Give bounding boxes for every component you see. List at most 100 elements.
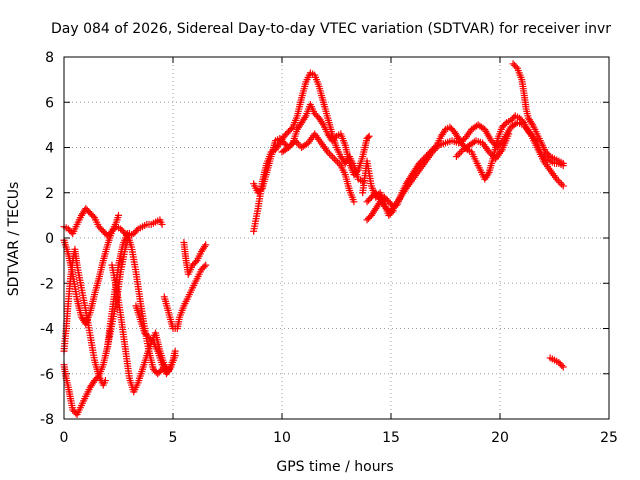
data-point-marker <box>433 143 441 151</box>
y-tick-label: -6 <box>40 367 54 383</box>
axis-ticks: 0 5 10 15 20 25 -8 -6 -4 -2 0 2 4 6 8 <box>40 50 618 446</box>
series-trace-f <box>104 229 170 378</box>
data-point-marker <box>327 151 335 159</box>
data-point-marker <box>353 168 361 176</box>
data-point-marker <box>401 186 409 194</box>
x-tick-label: 10 <box>273 430 291 446</box>
data-point-marker <box>559 363 567 371</box>
data-point-marker <box>192 258 200 266</box>
data-point-marker <box>334 158 342 166</box>
data-point-marker <box>332 157 340 165</box>
data-point-marker <box>120 228 128 236</box>
data-point-marker <box>501 120 509 128</box>
data-point-marker <box>202 261 210 269</box>
x-tick-label: 25 <box>600 430 618 446</box>
data-point-marker <box>329 153 337 161</box>
data-point-marker <box>488 151 496 159</box>
data-point-marker <box>286 142 294 150</box>
data-point-marker <box>452 153 460 161</box>
data-point-marker <box>331 134 339 142</box>
data-point-marker <box>325 150 333 158</box>
data-point-marker <box>454 151 462 159</box>
data-point-marker <box>559 159 567 167</box>
data-point-marker <box>166 365 174 373</box>
data-point-marker <box>512 63 520 71</box>
data-point-marker <box>545 151 553 159</box>
data-point-marker <box>505 130 513 138</box>
y-tick-label: 6 <box>45 95 54 111</box>
data-point-marker <box>484 170 492 178</box>
series-trace-l <box>278 130 358 206</box>
data-point-marker <box>158 220 166 228</box>
data-point-marker <box>428 148 436 156</box>
data-point-marker <box>364 133 372 141</box>
data-point-marker <box>487 137 495 145</box>
data-point-marker <box>558 180 566 188</box>
data-point-marker <box>430 146 438 154</box>
data-point-marker <box>101 377 109 385</box>
y-tick-label: 2 <box>45 186 54 202</box>
data-point-marker <box>202 241 210 249</box>
data-point-marker <box>148 337 156 345</box>
data-point-marker <box>388 208 396 216</box>
y-tick-label: -8 <box>40 412 54 428</box>
data-point-marker <box>487 150 495 158</box>
data-point-marker <box>485 148 493 156</box>
chart-title: Day 084 of 2026, Sidereal Day-to-day VTE… <box>51 21 611 37</box>
series-trace-p <box>452 130 513 163</box>
x-tick-label: 15 <box>382 430 400 446</box>
data-point-marker <box>365 132 373 140</box>
data-point-marker <box>287 125 295 133</box>
series-trace-g <box>132 302 179 378</box>
data-point-marker <box>335 160 343 168</box>
data-point-marker <box>301 114 309 122</box>
data-point-marker <box>330 155 338 163</box>
data-point-marker <box>558 361 566 369</box>
data-point-marker <box>201 242 209 250</box>
data-point-marker <box>432 145 440 153</box>
series-trace-d <box>60 245 109 389</box>
x-tick-label: 20 <box>491 430 509 446</box>
data-point-marker <box>456 149 464 157</box>
data-point-marker <box>257 186 265 194</box>
data-point-marker <box>491 140 499 148</box>
data-point-marker <box>350 198 358 206</box>
x-tick-label: 0 <box>60 430 69 446</box>
data-point-marker <box>115 211 122 219</box>
y-tick-label: 4 <box>45 141 54 157</box>
data-point-marker <box>318 119 326 127</box>
data-point-marker <box>303 140 311 148</box>
data-point-marker <box>89 212 97 220</box>
series-trace-o <box>359 157 397 219</box>
data-point-marker <box>293 138 301 146</box>
y-tick-label: -2 <box>40 276 54 292</box>
data-point-marker <box>528 119 536 127</box>
y-tick-label: 8 <box>45 50 54 66</box>
data-point-marker <box>133 226 141 234</box>
series-trace-q <box>509 60 567 167</box>
series-trace-k <box>250 101 373 197</box>
data-point-marker <box>288 140 296 148</box>
series-trace-i <box>180 239 210 278</box>
data-point-marker <box>389 207 397 215</box>
data-point-marker <box>294 140 302 148</box>
data-point-marker <box>324 148 332 156</box>
data-point-marker <box>200 263 208 271</box>
data-points <box>60 60 567 418</box>
data-point-marker <box>489 138 497 146</box>
series-trace-h <box>160 261 210 332</box>
series-trace-r <box>546 354 567 371</box>
y-axis-label: SDTVAR / TECUs <box>6 182 22 297</box>
y-tick-label: -4 <box>40 322 54 338</box>
data-point-marker <box>291 137 299 145</box>
plot-frame <box>63 56 610 420</box>
data-point-marker <box>556 179 564 187</box>
data-point-marker <box>459 136 467 144</box>
data-point-marker <box>553 175 561 183</box>
data-point-marker <box>554 177 562 185</box>
x-axis-label: GPS time / hours <box>276 459 393 475</box>
data-point-marker <box>171 352 179 360</box>
y-tick-label: 0 <box>45 231 54 247</box>
data-point-marker <box>559 182 567 190</box>
